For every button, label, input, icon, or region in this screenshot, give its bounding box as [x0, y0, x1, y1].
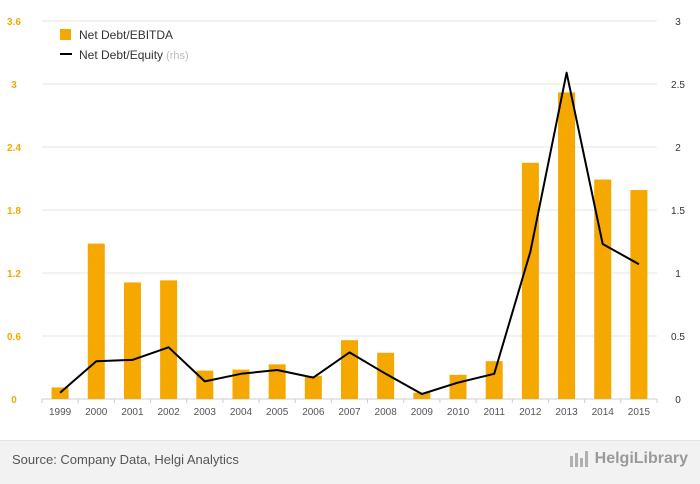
bar	[558, 92, 576, 400]
bar	[377, 352, 395, 399]
legend-label-net-debt-equity: Net Debt/Equity (rhs)	[79, 48, 189, 62]
bar	[341, 340, 358, 399]
brand-text: HelgiLibrary	[594, 450, 688, 467]
x-tick-label: 2004	[230, 407, 253, 418]
x-tick-label: 2013	[555, 407, 578, 418]
bar	[160, 280, 178, 399]
x-tick-label: 2010	[447, 407, 470, 418]
y-left-tick-label: 0	[11, 395, 17, 406]
legend-label-net-debt-ebitda: Net Debt/EBITDA	[79, 28, 173, 42]
source-text: Source: Company Data, Helgi Analytics	[12, 452, 239, 467]
footer: Source: Company Data, Helgi Analytics He…	[0, 440, 700, 484]
y-left-tick-label: 3.6	[7, 17, 21, 28]
x-tick-label: 2007	[338, 407, 361, 418]
y-right-tick-label: 1	[675, 269, 681, 280]
y-left-tick-label: 1.8	[7, 206, 21, 217]
y-right-tick-label: 0	[675, 395, 681, 406]
bar	[413, 392, 431, 399]
library-icon	[569, 451, 588, 467]
x-tick-label: 2009	[411, 407, 434, 418]
bar	[232, 369, 250, 399]
bar	[485, 361, 503, 399]
x-tick-label: 2005	[266, 407, 289, 418]
x-tick-label: 2012	[519, 407, 542, 418]
brand-logo[interactable]: HelgiLibrary	[569, 450, 688, 468]
chart-svg: 0 0.6 1.2 1.8 2.4 3 3.6 0 0.5 1 1.5 2 2.5 3 1999 2000 20…	[7, 17, 685, 418]
bar	[51, 387, 69, 399]
legend-rhs-suffix: (rhs)	[163, 50, 189, 62]
y-right-tick-label: 3	[675, 17, 681, 28]
y-right-tick-label: 0.5	[671, 332, 685, 343]
legend-series-name: Net Debt/Equity	[79, 48, 163, 62]
x-tick-label: 2008	[375, 407, 398, 418]
y-right-tick-label: 2	[675, 143, 681, 154]
bar	[521, 162, 539, 399]
bar	[630, 190, 648, 399]
x-tick-label: 2006	[302, 407, 325, 418]
x-tick-label: 2001	[121, 407, 144, 418]
y-right-tick-label: 1.5	[671, 206, 685, 217]
x-tick-label: 2000	[85, 407, 108, 418]
line-series-net-debt-equity	[59, 71, 640, 395]
x-tick-label: 2003	[194, 407, 217, 418]
bar	[449, 374, 467, 399]
bar	[304, 375, 322, 399]
x-tick-label: 2014	[592, 407, 615, 418]
bar	[268, 364, 286, 399]
y-left-tick-label: 1.2	[7, 269, 21, 280]
x-tick-label: 2015	[628, 407, 651, 418]
y-left-tick-label: 2.4	[7, 143, 21, 154]
y-right-tick-label: 2.5	[671, 80, 685, 91]
legend-swatch-bar	[60, 29, 71, 40]
x-tick-label: 2002	[157, 407, 180, 418]
x-tick-label: 1999	[49, 407, 72, 418]
x-tick-label: 2011	[483, 407, 505, 418]
bar	[87, 243, 105, 399]
bar	[123, 282, 141, 399]
y-left-tick-label: 3	[11, 80, 17, 91]
y-left-tick-label: 0.6	[7, 332, 21, 343]
bar	[594, 179, 612, 399]
